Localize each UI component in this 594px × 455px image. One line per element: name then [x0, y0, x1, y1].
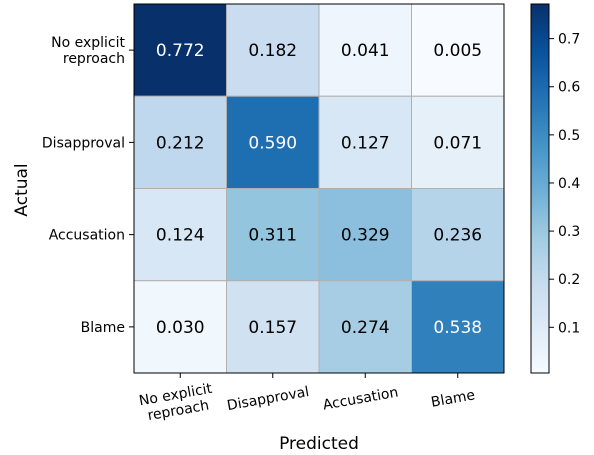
heatmap-cell-label: 0.071: [433, 133, 482, 153]
y-tick-label: Blame: [81, 320, 125, 336]
heatmap-cell-label: 0.538: [433, 318, 482, 338]
heatmap-cell: [411, 280, 505, 374]
heatmap-cell-label: 0.157: [248, 318, 297, 338]
colorbar-tick-label: 0.1: [558, 320, 580, 336]
x-tick-label: Accusation: [322, 385, 400, 414]
heatmap-cell: [411, 95, 505, 189]
x-tick-label-line: Disapproval: [226, 384, 311, 414]
heatmap-cell: [411, 3, 505, 97]
y-tick-label: Disapproval: [42, 135, 125, 151]
heatmap-cell: [411, 188, 505, 282]
heatmap-cell: [318, 280, 412, 374]
y-tick-label: No explicit: [51, 35, 125, 51]
heatmap-cell-label: 0.127: [341, 133, 390, 153]
heatmap-cell: [133, 3, 227, 97]
heatmap-cell-label: 0.274: [341, 318, 390, 338]
x-tick-label-line: Blame: [430, 387, 476, 410]
heatmap-cell: [133, 280, 227, 374]
plot-frame: [133, 3, 505, 374]
colorbar-tick-label: 0.4: [558, 176, 580, 192]
heatmap-cell: [226, 188, 320, 282]
heatmap-cell-label: 0.212: [156, 133, 205, 153]
heatmap-cell-label: 0.041: [341, 41, 390, 61]
heatmap-cells: [133, 3, 505, 374]
colorbar-tick-label: 0.5: [558, 128, 580, 144]
heatmap-cell-label: 0.772: [156, 41, 205, 61]
colorbar-tick-label: 0.7: [558, 32, 580, 48]
heatmap-cell-label: 0.329: [341, 226, 390, 246]
y-tick-label: reproach: [63, 51, 125, 67]
heatmap-cell: [226, 95, 320, 189]
colorbar-ticks: 0.1 0.2 0.3 0.4 0.5 0.6 0.7: [549, 32, 580, 336]
heatmap-cell: [226, 3, 320, 97]
colorbar-tick-label: 0.3: [558, 224, 580, 240]
x-tick-label-line: Accusation: [322, 385, 400, 414]
heatmap-cell-label: 0.124: [156, 226, 205, 246]
colorbar-tick-label: 0.6: [558, 80, 580, 96]
x-tick-label: Blame: [430, 387, 476, 410]
heatmap-cell-label: 0.030: [156, 318, 205, 338]
colorbar-tick-label: 0.2: [558, 272, 580, 288]
y-tick-label: Accusation: [49, 228, 125, 244]
heatmap-cell: [226, 280, 320, 374]
colorbar: [530, 3, 550, 374]
heatmap-cell-label: 0.005: [433, 41, 482, 61]
heatmap-cell-label: 0.236: [433, 226, 482, 246]
heatmap-cell-label: 0.590: [248, 133, 297, 153]
heatmap-cell-label: 0.311: [248, 226, 297, 246]
heatmap-cell-labels: 0.772 0.182 0.041 0.005 0.212 0.590 0.127 0.071…: [156, 41, 482, 338]
heatmap-cell-label: 0.182: [248, 41, 297, 61]
x-axis-label: Predicted: [279, 434, 359, 454]
x-tick-label: Disapproval: [226, 384, 311, 414]
y-axis-label: Actual: [12, 163, 32, 216]
heatmap-cell: [133, 95, 227, 189]
